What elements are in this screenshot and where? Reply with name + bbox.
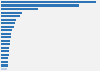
- Bar: [0, 40, 10, 42]
- Bar: [0, 47, 9, 49]
- Bar: [0, 19, 16, 21]
- Bar: [0, 22, 15, 24]
- Bar: [0, 33, 11, 35]
- Bar: [0, 4, 79, 7]
- Bar: [0, 54, 8, 56]
- Bar: [0, 36, 11, 38]
- Bar: [0, 64, 8, 67]
- Bar: [0, 8, 38, 10]
- Bar: [0, 26, 14, 28]
- Bar: [0, 29, 12, 31]
- Bar: [0, 61, 8, 63]
- Bar: [0, 50, 9, 52]
- Bar: [0, 1, 96, 3]
- Bar: [0, 57, 8, 59]
- Bar: [0, 68, 7, 70]
- Bar: [0, 43, 10, 45]
- Bar: [0, 15, 20, 17]
- Bar: [0, 12, 22, 14]
